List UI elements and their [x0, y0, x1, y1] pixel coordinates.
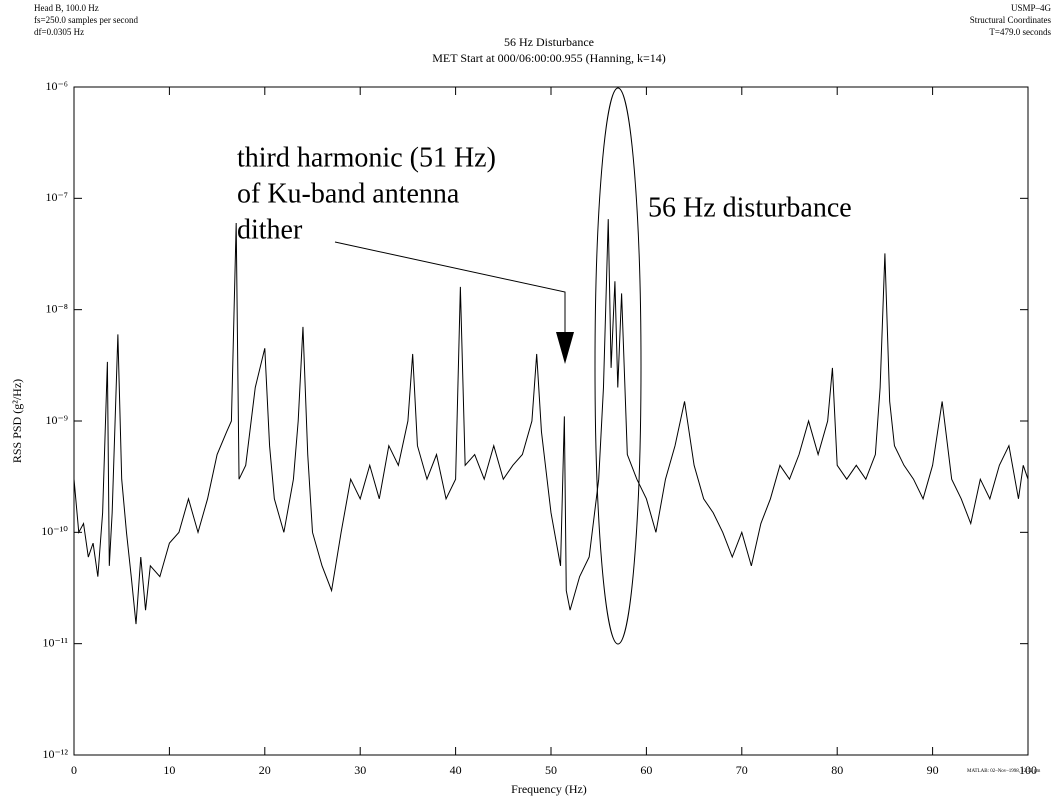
- highlight-ellipse: [594, 87, 642, 645]
- x-tick-label: 40: [450, 763, 462, 777]
- x-tick-label: 100: [1019, 763, 1037, 777]
- chart-subtitle: MET Start at 000/06:00:00.955 (Hanning, …: [432, 51, 666, 65]
- x-tick-label: 0: [71, 763, 77, 777]
- y-axis-label: RSS PSD (g²/Hz): [10, 379, 24, 463]
- y-tick-label: 10⁻⁸: [45, 301, 68, 315]
- header-right: T=479.0 seconds: [989, 27, 1051, 37]
- header-left: df=0.0305 Hz: [34, 27, 84, 37]
- x-tick-label: 60: [640, 763, 652, 777]
- annotation-arrow: [334, 241, 566, 332]
- chart-title: 56 Hz Disturbance: [504, 35, 594, 49]
- x-tick-label: 90: [927, 763, 939, 777]
- y-tick-label: 10⁻¹¹: [42, 635, 68, 649]
- x-tick-label: 80: [831, 763, 843, 777]
- y-tick-label: 10⁻¹²: [42, 747, 68, 761]
- header-left: Head B, 100.0 Hz: [34, 3, 99, 13]
- psd-line: [74, 219, 1028, 625]
- annotation: 56 Hz disturbance: [648, 192, 852, 223]
- footnote: MATLAB: 02–Nov–1998, 12:52 pm: [967, 769, 1040, 774]
- x-tick-label: 10: [163, 763, 175, 777]
- annotation: third harmonic (51 Hz): [237, 142, 496, 173]
- x-tick-label: 50: [545, 763, 557, 777]
- y-tick-label: 10⁻¹⁰: [41, 524, 68, 538]
- y-tick-label: 10⁻⁶: [45, 79, 68, 93]
- x-tick-label: 70: [736, 763, 748, 777]
- annotation: dither: [237, 214, 303, 245]
- header-right: Structural Coordinates: [970, 15, 1052, 25]
- arrow-head: [556, 332, 574, 364]
- y-tick-label: 10⁻⁷: [45, 190, 68, 204]
- y-tick-label: 10⁻⁹: [45, 413, 68, 427]
- plot-frame: [73, 86, 1029, 756]
- annotation: of Ku-band antenna: [237, 178, 460, 209]
- x-axis-label: Frequency (Hz): [511, 782, 587, 796]
- plot-area: [74, 219, 1028, 625]
- header-left: fs=250.0 samples per second: [34, 15, 139, 25]
- header-right: USMP–4G: [1011, 3, 1052, 13]
- x-tick-label: 20: [259, 763, 271, 777]
- x-tick-label: 30: [354, 763, 366, 777]
